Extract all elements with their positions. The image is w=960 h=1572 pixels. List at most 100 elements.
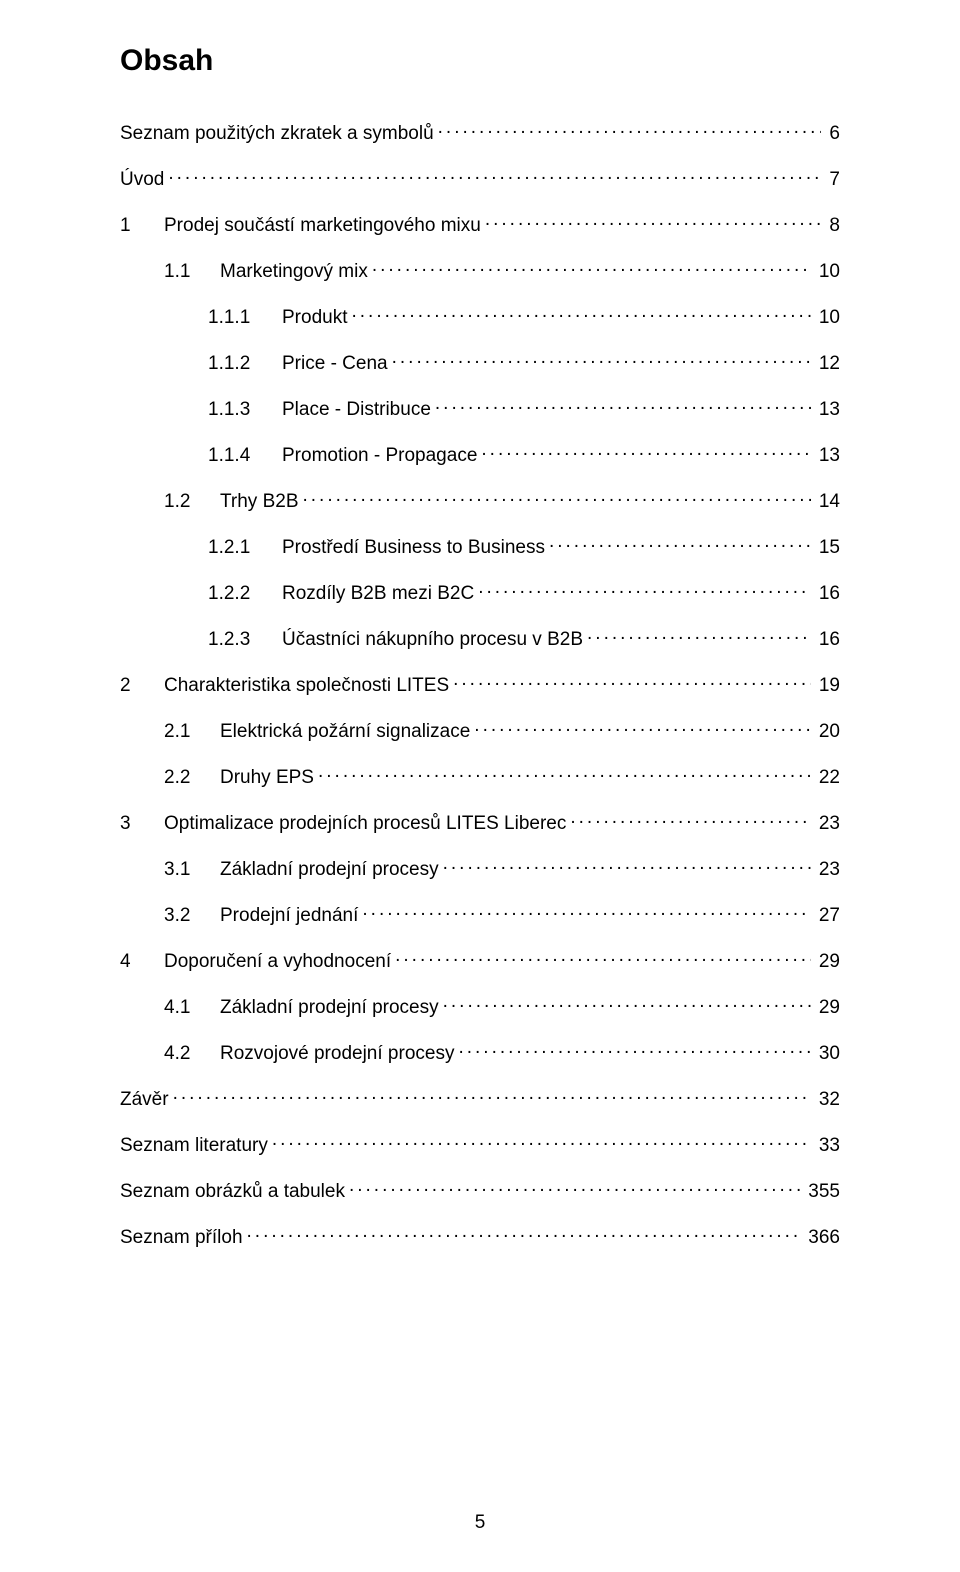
toc-entry-number: 3 bbox=[120, 813, 164, 835]
toc-leader-dots bbox=[474, 718, 811, 737]
toc-entry-page: 13 bbox=[815, 399, 840, 421]
toc-row: Seznam použitých zkratek a symbolů 6 bbox=[120, 120, 840, 145]
toc-row: Seznam literatury 33 bbox=[120, 1132, 840, 1157]
toc-row: 4.2Rozvojové prodejní procesy 30 bbox=[120, 1040, 840, 1065]
toc-row: Seznam obrázků a tabulek 355 bbox=[120, 1178, 840, 1203]
toc-list: Seznam použitých zkratek a symbolů 6 Úvod 7… bbox=[120, 120, 840, 1249]
toc-row: 1.1Marketingový mix10 bbox=[120, 258, 840, 283]
toc-row: 1.2.2Rozdíly B2B mezi B2C16 bbox=[120, 580, 840, 605]
toc-leader-dots bbox=[443, 856, 811, 875]
toc-row: 4Doporučení a vyhodnocení 29 bbox=[120, 948, 840, 973]
toc-entry-label: Závěr bbox=[120, 1089, 169, 1111]
toc-leader-dots bbox=[168, 166, 821, 185]
toc-leader-dots bbox=[392, 350, 811, 369]
toc-entry-page: 22 bbox=[815, 767, 840, 789]
toc-row: 3Optimalizace prodejních procesů LITES L… bbox=[120, 810, 840, 835]
toc-entry-label: Price - Cena bbox=[282, 353, 388, 375]
toc-entry-page: 16 bbox=[815, 629, 840, 651]
toc-leader-dots bbox=[349, 1178, 800, 1197]
toc-entry-page: 355 bbox=[804, 1181, 840, 1203]
toc-entry-number: 1.2.1 bbox=[208, 537, 282, 559]
toc-row: Úvod 7 bbox=[120, 166, 840, 191]
toc-row: 3.1Základní prodejní procesy 23 bbox=[120, 856, 840, 881]
toc-entry-page: 29 bbox=[815, 997, 840, 1019]
toc-entry-number: 3.2 bbox=[164, 905, 220, 927]
toc-leader-dots bbox=[478, 580, 811, 599]
toc-entry-page: 33 bbox=[815, 1135, 840, 1157]
toc-entry-label: Doporučení a vyhodnocení bbox=[164, 951, 391, 973]
toc-entry-number: 1.1.1 bbox=[208, 307, 282, 329]
toc-entry-label: Základní prodejní procesy bbox=[220, 859, 439, 881]
toc-leader-dots bbox=[247, 1224, 801, 1243]
toc-row: 1.2.1Prostředí Business to Business15 bbox=[120, 534, 840, 559]
toc-entry-number: 1.2.3 bbox=[208, 629, 282, 651]
toc-leader-dots bbox=[481, 442, 810, 461]
toc-entry-label: Účastníci nákupního procesu v B2B bbox=[282, 629, 583, 651]
toc-entry-number: 1 bbox=[120, 215, 164, 237]
toc-entry-label: Produkt bbox=[282, 307, 347, 329]
toc-entry-label: Seznam obrázků a tabulek bbox=[120, 1181, 345, 1203]
toc-leader-dots bbox=[435, 396, 811, 415]
toc-row: 3.2Prodejní jednání 27 bbox=[120, 902, 840, 927]
toc-entry-label: Trhy B2B bbox=[220, 491, 299, 513]
toc-entry-page: 29 bbox=[815, 951, 840, 973]
toc-entry-label: Prodejní jednání bbox=[220, 905, 358, 927]
toc-leader-dots bbox=[485, 212, 822, 231]
toc-leader-dots bbox=[272, 1132, 811, 1151]
toc-leader-dots bbox=[587, 626, 811, 645]
toc-leader-dots bbox=[362, 902, 810, 921]
toc-entry-page: 12 bbox=[815, 353, 840, 375]
toc-entry-page: 14 bbox=[815, 491, 840, 513]
toc-row: 2.2Druhy EPS 22 bbox=[120, 764, 840, 789]
toc-title: Obsah bbox=[120, 44, 840, 78]
toc-entry-label: Seznam použitých zkratek a symbolů bbox=[120, 123, 434, 145]
toc-entry-label: Úvod bbox=[120, 169, 164, 191]
toc-leader-dots bbox=[453, 672, 811, 691]
toc-entry-number: 1.1.2 bbox=[208, 353, 282, 375]
toc-leader-dots bbox=[549, 534, 811, 553]
toc-row: 1.2Trhy B2B14 bbox=[120, 488, 840, 513]
toc-leader-dots bbox=[303, 488, 811, 507]
toc-entry-label: Prodej součástí marketingového mixu bbox=[164, 215, 481, 237]
toc-entry-number: 3.1 bbox=[164, 859, 220, 881]
toc-row: 1.2.3Účastníci nákupního procesu v B2B 16 bbox=[120, 626, 840, 651]
toc-entry-number: 2 bbox=[120, 675, 164, 697]
toc-leader-dots bbox=[395, 948, 811, 967]
toc-entry-page: 20 bbox=[815, 721, 840, 743]
toc-entry-label: Seznam literatury bbox=[120, 1135, 268, 1157]
document-page: Obsah Seznam použitých zkratek a symbolů… bbox=[0, 0, 960, 1572]
toc-row: 1.1.1Produkt10 bbox=[120, 304, 840, 329]
toc-entry-number: 4.2 bbox=[164, 1043, 220, 1065]
toc-entry-page: 10 bbox=[815, 261, 840, 283]
toc-entry-number: 1.1 bbox=[164, 261, 220, 283]
toc-entry-page: 27 bbox=[815, 905, 840, 927]
toc-entry-page: 6 bbox=[825, 123, 840, 145]
toc-row: 1.1.4Promotion - Propagace13 bbox=[120, 442, 840, 467]
toc-row: 1.1.2Price - Cena 12 bbox=[120, 350, 840, 375]
toc-entry-page: 19 bbox=[815, 675, 840, 697]
toc-leader-dots bbox=[570, 810, 810, 829]
toc-entry-page: 15 bbox=[815, 537, 840, 559]
toc-entry-label: Rozvojové prodejní procesy bbox=[220, 1043, 454, 1065]
toc-entry-number: 1.1.3 bbox=[208, 399, 282, 421]
toc-leader-dots bbox=[372, 258, 811, 277]
toc-row: 2.1Elektrická požární signalizace20 bbox=[120, 718, 840, 743]
toc-leader-dots bbox=[173, 1086, 811, 1105]
toc-entry-label: Druhy EPS bbox=[220, 767, 314, 789]
toc-entry-number: 4 bbox=[120, 951, 164, 973]
toc-entry-label: Seznam příloh bbox=[120, 1227, 243, 1249]
toc-entry-page: 366 bbox=[804, 1227, 840, 1249]
toc-entry-page: 16 bbox=[815, 583, 840, 605]
toc-entry-label: Elektrická požární signalizace bbox=[220, 721, 470, 743]
toc-entry-page: 30 bbox=[815, 1043, 840, 1065]
toc-row: 1.1.3Place - Distribuce13 bbox=[120, 396, 840, 421]
toc-entry-label: Rozdíly B2B mezi B2C bbox=[282, 583, 474, 605]
toc-entry-page: 8 bbox=[825, 215, 840, 237]
toc-entry-page: 7 bbox=[825, 169, 840, 191]
toc-entry-label: Charakteristika společnosti LITES bbox=[164, 675, 449, 697]
toc-row: 4.1Základní prodejní procesy29 bbox=[120, 994, 840, 1019]
toc-entry-number: 2.2 bbox=[164, 767, 220, 789]
page-number: 5 bbox=[0, 1512, 960, 1534]
toc-entry-label: Optimalizace prodejních procesů LITES Li… bbox=[164, 813, 566, 835]
toc-entry-page: 23 bbox=[815, 859, 840, 881]
